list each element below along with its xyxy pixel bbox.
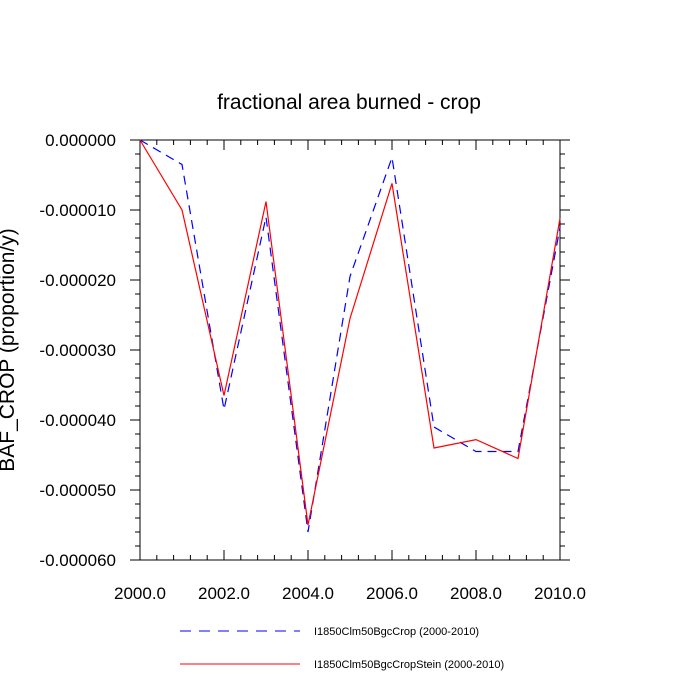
y-tick-label: 0.000000 bbox=[45, 131, 116, 150]
legend: I1850Clm50BgcCrop (2000-2010) I1850Clm50B… bbox=[180, 626, 504, 671]
y-tick-label: -0.000050 bbox=[39, 481, 116, 500]
series-line-1 bbox=[139, 139, 561, 533]
legend-label-2: I1850Clm50BgcCropStein (2000-2010) bbox=[314, 659, 504, 671]
y-tick-label: -0.000020 bbox=[39, 271, 116, 290]
chart-title: fractional area burned - crop bbox=[217, 91, 481, 114]
x-tick-label: 2008.0 bbox=[450, 584, 502, 603]
plot-area: 2000.0 2002.0 2004.0 2006.0 2008.0 2010.0 0.00… bbox=[39, 131, 586, 603]
x-tick-label: 2010.0 bbox=[534, 584, 586, 603]
x-tick-label: 2004.0 bbox=[282, 584, 334, 603]
x-tick-label: 2006.0 bbox=[366, 584, 418, 603]
y-tick-label: -0.000040 bbox=[39, 411, 116, 430]
y-tick-label: -0.000060 bbox=[39, 551, 116, 570]
y-tick-label: -0.000010 bbox=[39, 201, 116, 220]
plot-frame bbox=[139, 139, 561, 561]
y-axis-label: BAF_CROP (proportion/y) bbox=[0, 228, 19, 472]
x-tick-label: 2002.0 bbox=[198, 584, 250, 603]
y-tick-label: -0.000030 bbox=[39, 341, 116, 360]
series-line-2 bbox=[139, 139, 561, 526]
legend-label-1: I1850Clm50BgcCrop (2000-2010) bbox=[314, 626, 479, 638]
x-tick-label: 2000.0 bbox=[114, 584, 166, 603]
